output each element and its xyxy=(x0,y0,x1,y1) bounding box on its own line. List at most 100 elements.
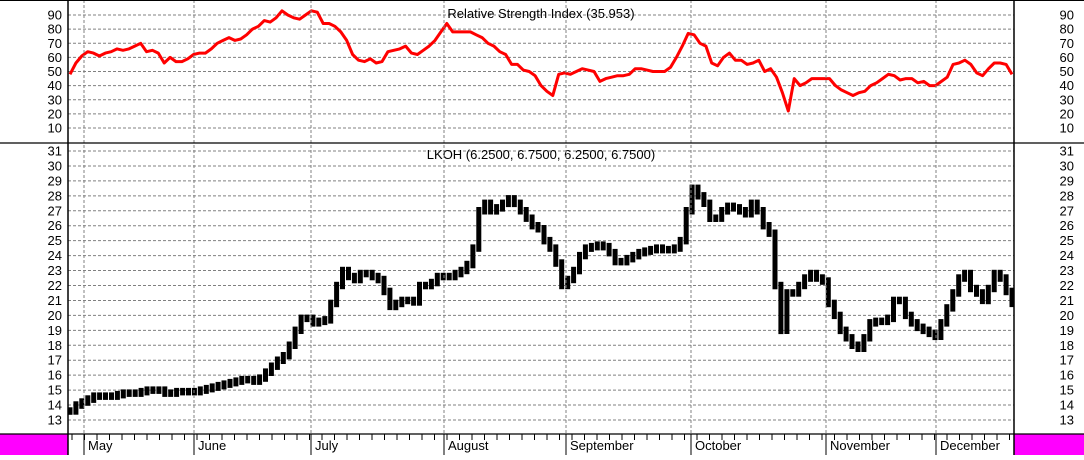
price-bar xyxy=(363,269,369,278)
x-month-ticks xyxy=(71,0,1010,455)
price-bar xyxy=(334,281,340,308)
price-bar xyxy=(523,207,529,222)
price-bar xyxy=(582,244,588,260)
price-bar xyxy=(689,184,695,215)
price-bar xyxy=(914,319,920,332)
rsi-tick-label-left: 70 xyxy=(48,36,62,51)
price-bar xyxy=(168,389,174,397)
price-bar xyxy=(594,241,600,251)
price-bar xyxy=(387,287,393,311)
price-bar xyxy=(114,390,120,400)
price-bar xyxy=(91,392,97,403)
price-tick-label-left: 22 xyxy=(48,278,62,293)
rsi-tick-label-left: 30 xyxy=(48,92,62,107)
rsi-tick-label-left: 80 xyxy=(48,22,62,37)
price-tick-label-left: 13 xyxy=(48,413,62,428)
price-bar xyxy=(831,299,837,320)
price-tick-label-left: 14 xyxy=(48,398,62,413)
price-bar xyxy=(636,248,642,260)
price-bar xyxy=(671,244,677,254)
month-label: June xyxy=(198,438,226,453)
rsi-tick-label-right: 20 xyxy=(1060,106,1074,121)
price-bar xyxy=(772,229,778,290)
price-bar xyxy=(1009,287,1015,308)
price-tick-label-right: 18 xyxy=(1060,338,1074,353)
price-bar xyxy=(251,375,257,385)
price-tick-label-right: 22 xyxy=(1060,278,1074,293)
price-bar xyxy=(120,389,126,399)
rsi-tick-label-left: 50 xyxy=(48,64,62,79)
price-bar xyxy=(197,386,203,396)
price-tick-label-left: 30 xyxy=(48,158,62,173)
price-tick-label-right: 23 xyxy=(1060,263,1074,278)
price-bar xyxy=(535,222,541,233)
price-bar xyxy=(263,368,268,382)
month-label: September xyxy=(570,438,634,453)
price-bar xyxy=(974,284,979,297)
price-bar xyxy=(156,386,162,394)
price-bar xyxy=(423,281,428,290)
price-bar xyxy=(997,269,1003,282)
price-bar xyxy=(606,242,612,257)
price-bar xyxy=(1003,274,1009,296)
rsi-tick-label-left: 40 xyxy=(48,78,62,93)
price-bar xyxy=(837,311,843,335)
price-bar xyxy=(808,269,814,282)
price-bar xyxy=(257,374,263,385)
price-bar xyxy=(174,387,180,397)
price-bar xyxy=(411,296,417,306)
price-bar xyxy=(280,352,286,364)
price-bar xyxy=(707,199,713,222)
price-bar xyxy=(138,387,144,397)
price-tick-label-left: 23 xyxy=(48,263,62,278)
price-bar xyxy=(944,304,950,327)
price-tick-label-left: 26 xyxy=(48,218,62,233)
price-bar xyxy=(908,311,914,327)
price-bar xyxy=(648,245,654,255)
rsi-tick-label-right: 80 xyxy=(1060,22,1074,37)
price-tick-label-right: 13 xyxy=(1060,413,1074,428)
price-bar xyxy=(310,314,316,327)
price-bar xyxy=(428,278,434,290)
rsi-tick-label-left: 10 xyxy=(48,121,62,136)
price-bar xyxy=(417,281,422,306)
price-bar xyxy=(529,214,535,230)
price-bar xyxy=(482,199,488,215)
price-bar xyxy=(488,199,494,215)
price-bar xyxy=(873,317,879,327)
rsi-tick-label-right: 30 xyxy=(1060,92,1074,107)
price-bar xyxy=(695,184,701,200)
price-tick-label-right: 25 xyxy=(1060,233,1074,248)
price-bar xyxy=(624,254,630,266)
month-label: May xyxy=(88,438,113,453)
price-bar xyxy=(879,317,885,326)
price-tick-label-right: 30 xyxy=(1060,158,1074,173)
price-bar xyxy=(292,326,298,349)
price-bar xyxy=(103,392,108,400)
price-bar xyxy=(464,260,470,275)
price-bar xyxy=(766,222,772,237)
magenta-strip-left xyxy=(0,434,68,455)
price-bar xyxy=(825,277,831,308)
rsi-tick-label-left: 90 xyxy=(48,8,62,23)
price-tick-label-right: 27 xyxy=(1060,203,1074,218)
rsi-tick-label-right: 10 xyxy=(1060,121,1074,136)
price-bar xyxy=(979,289,985,305)
price-bar xyxy=(476,207,482,252)
price-bar xyxy=(209,383,215,393)
price-bar xyxy=(446,272,452,281)
price-bar xyxy=(725,202,731,215)
price-bar xyxy=(991,269,997,293)
price-tick-label-left: 24 xyxy=(48,248,62,263)
price-bar xyxy=(588,242,594,252)
price-bar xyxy=(742,207,748,218)
price-bar xyxy=(215,381,221,391)
price-tick-label-right: 29 xyxy=(1060,173,1074,188)
price-bar xyxy=(97,392,103,400)
price-bar xyxy=(737,204,742,215)
price-bar xyxy=(452,269,458,281)
